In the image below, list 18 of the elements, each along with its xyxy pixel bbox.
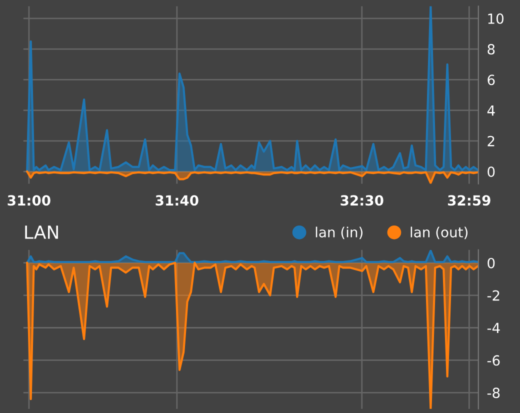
y-tick-label: 6 (488, 74, 495, 86)
y-tick-label: 0 (488, 258, 495, 268)
y-tick-label: 4 (487, 105, 495, 116)
y-tick-label: -6 (487, 355, 500, 366)
legend-label: lan (in) (316, 226, 362, 240)
y-tick-label: 2 (488, 136, 494, 146)
y-tick-label: -8 (487, 388, 500, 398)
x-tick-label: 31:00 (8, 195, 50, 206)
y-tick-label: -4 (487, 322, 500, 334)
y-tick-label: 10 (488, 13, 504, 24)
x-tick-label: 32:30 (340, 195, 384, 206)
y-tick-label: 0 (488, 166, 495, 178)
x-tick-label: 31:40 (156, 195, 198, 206)
chart-title: LAN (25, 226, 58, 239)
x-tick-label: 32:59 (448, 195, 490, 206)
legend-label: lan (out) (410, 226, 468, 240)
y-tick-label: 8 (488, 44, 495, 55)
y-tick-label: -2 (487, 290, 500, 301)
